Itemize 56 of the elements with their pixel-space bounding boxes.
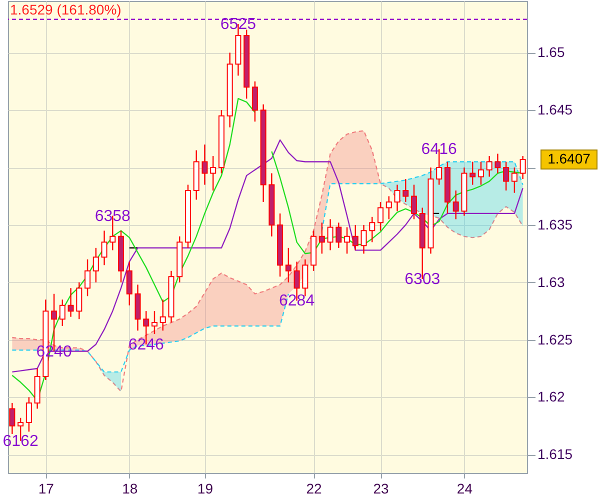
annotation: 6416 — [421, 141, 458, 158]
candlestick — [68, 288, 74, 318]
candlestick — [394, 184, 400, 212]
candlestick — [378, 201, 384, 232]
candlestick — [336, 222, 342, 249]
candlestick — [369, 216, 376, 243]
x-tick-label: 18 — [122, 480, 138, 496]
candlestick — [160, 298, 166, 332]
candlestick — [452, 190, 459, 220]
candlestick — [360, 224, 367, 254]
candlestick — [410, 184, 417, 220]
annotation: 6162 — [2, 432, 38, 450]
y-tick-label: 1.625 — [538, 331, 573, 348]
candlestick — [318, 222, 325, 254]
candlestick — [101, 230, 108, 266]
x-tick-label: 23 — [373, 480, 390, 496]
ref-line-label: 1.6529 (161.80%) — [10, 1, 122, 18]
candlestick — [503, 161, 510, 192]
candlestick — [9, 402, 16, 435]
candlestick — [386, 196, 392, 220]
candlestick — [26, 396, 32, 432]
candlestick — [494, 153, 501, 174]
y-tick-label: 1.63 — [538, 274, 565, 290]
candlestick — [511, 166, 518, 194]
y-tick-label: 1.635 — [538, 216, 573, 232]
candlestick — [327, 218, 334, 251]
candlestick — [402, 178, 409, 203]
x-tick-label: 19 — [197, 480, 214, 496]
y-tick-label: 1.645 — [538, 102, 573, 118]
annotation: 6358 — [94, 208, 131, 225]
y-tick-label: 1.65 — [538, 44, 565, 60]
candlestick — [210, 155, 216, 192]
candlestick — [478, 161, 484, 186]
candlestick — [151, 310, 158, 335]
y-tick-label: 1.615 — [538, 446, 573, 462]
candlestick — [344, 226, 350, 254]
candlestick — [202, 144, 208, 186]
y-tick-label: 1.62 — [538, 388, 565, 405]
candlestick — [92, 247, 99, 283]
annotation: 6303 — [404, 270, 440, 288]
candlestick — [486, 155, 492, 178]
x-tick-label: 22 — [306, 480, 322, 496]
annotation: 6525 — [220, 16, 256, 33]
text: 1.6407 — [548, 150, 591, 166]
x-tick-label: 24 — [456, 480, 473, 496]
candlestick — [285, 247, 292, 283]
candlestick — [126, 261, 132, 306]
candlestick — [470, 161, 476, 186]
x-tick-label: 17 — [38, 480, 54, 496]
candlestick — [76, 282, 82, 320]
candlestick — [352, 224, 358, 251]
candlestick — [520, 155, 526, 180]
candlestick — [59, 298, 66, 327]
annotation: 6284 — [279, 292, 315, 310]
candlestick — [84, 258, 91, 297]
candlestick — [252, 80, 258, 122]
